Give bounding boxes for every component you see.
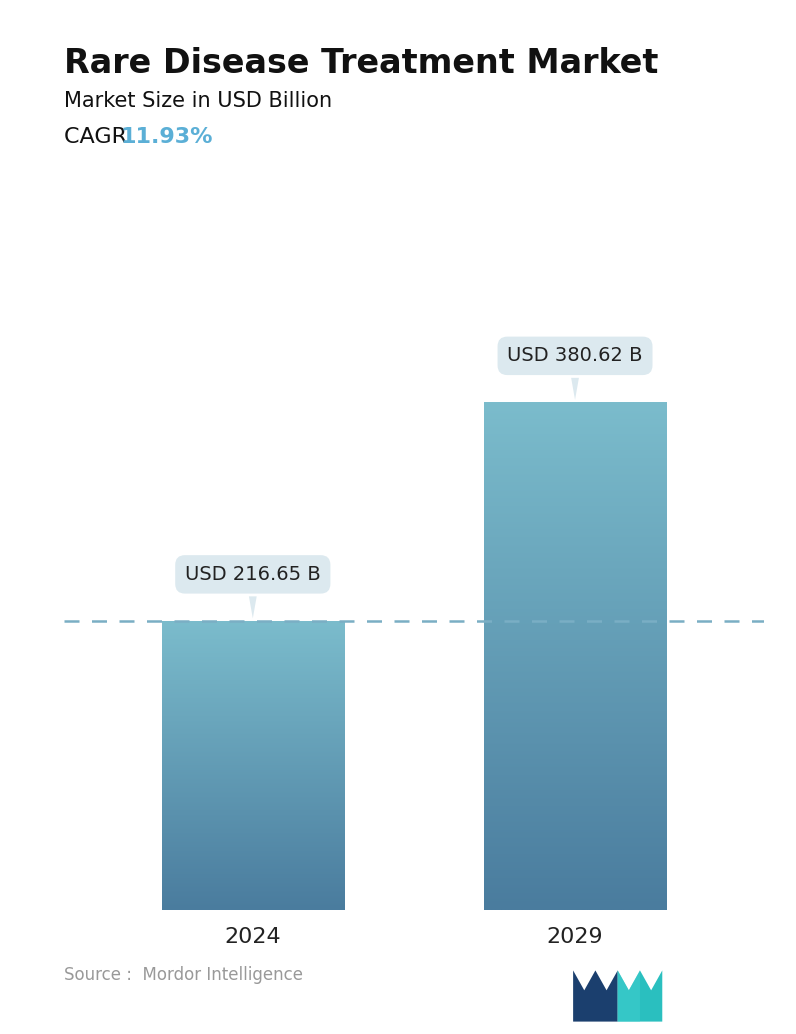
Text: USD 380.62 B: USD 380.62 B <box>507 346 643 400</box>
Text: Source :  Mordor Intelligence: Source : Mordor Intelligence <box>64 967 302 984</box>
Polygon shape <box>618 970 640 1022</box>
Polygon shape <box>618 970 662 1022</box>
Text: Market Size in USD Billion: Market Size in USD Billion <box>64 91 332 111</box>
Text: CAGR: CAGR <box>64 127 134 147</box>
Text: USD 216.65 B: USD 216.65 B <box>185 565 321 618</box>
Text: Rare Disease Treatment Market: Rare Disease Treatment Market <box>64 47 658 80</box>
Polygon shape <box>573 970 618 1022</box>
Text: 11.93%: 11.93% <box>121 127 213 147</box>
